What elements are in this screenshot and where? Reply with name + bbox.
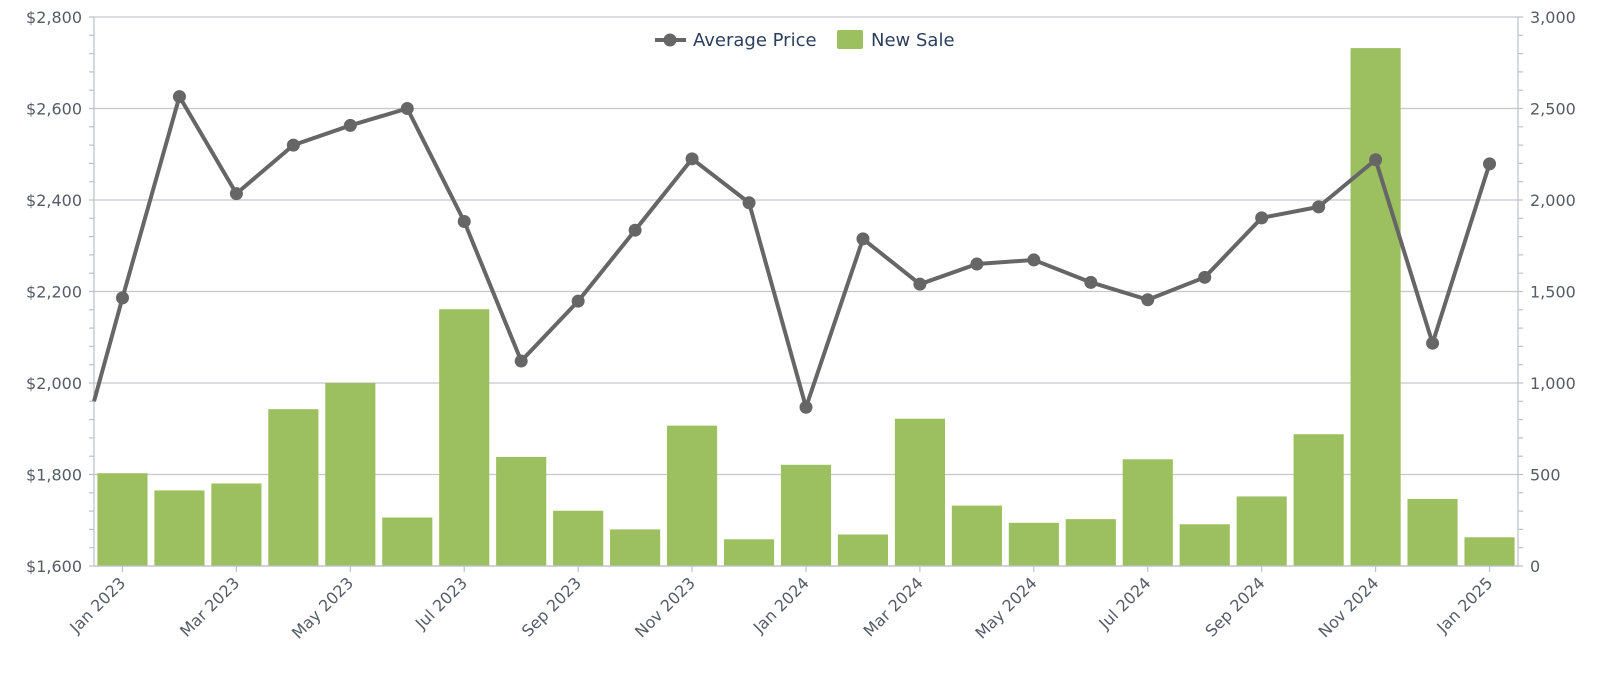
- new-sale-bar[interactable]: [97, 473, 148, 566]
- legend[interactable]: Average Price New Sale: [655, 30, 955, 51]
- x-tick-label: May 2023: [288, 573, 357, 642]
- left-tick-label: $2,200: [26, 283, 82, 302]
- right-tick-label: 3,000: [1530, 8, 1576, 27]
- left-tick-label: $2,000: [26, 374, 82, 393]
- average-price-point[interactable]: [1141, 293, 1155, 307]
- new-sale-bar[interactable]: [1065, 519, 1116, 566]
- new-sale-bar[interactable]: [894, 418, 945, 566]
- x-tick-label: Jul 2024: [1094, 573, 1154, 633]
- average-price-point[interactable]: [799, 400, 813, 414]
- x-axis-ticks: Jan 2023 Mar 2023 May 2023 Jul 2023 Sep 2023…: [65, 566, 1496, 643]
- left-tick-label: $1,800: [26, 466, 82, 485]
- average-price-point[interactable]: [1312, 200, 1326, 214]
- new-sale-bar[interactable]: [1236, 496, 1287, 566]
- x-tick-label: Nov 2024: [1315, 573, 1383, 641]
- average-price-point[interactable]: [514, 354, 528, 368]
- average-price-point[interactable]: [1483, 157, 1497, 171]
- average-price-point[interactable]: [970, 257, 984, 271]
- average-price-point[interactable]: [913, 277, 927, 291]
- legend-label-average-price: Average Price: [693, 30, 817, 51]
- average-price-line-path: [92, 94, 1492, 410]
- legend-label-new-sale: New Sale: [871, 30, 955, 51]
- new-sale-bar[interactable]: [1464, 537, 1515, 566]
- new-sale-bar[interactable]: [382, 517, 433, 566]
- average-price-point[interactable]: [115, 291, 129, 305]
- average-price-point[interactable]: [1426, 336, 1440, 350]
- new-sale-bar[interactable]: [1179, 524, 1230, 566]
- new-sale-bar[interactable]: [1407, 499, 1458, 566]
- left-tick-label: $2,600: [26, 100, 82, 119]
- new-sale-bar[interactable]: [154, 490, 205, 566]
- left-tick-label: $2,800: [26, 8, 82, 27]
- new-sale-bar[interactable]: [610, 529, 661, 566]
- x-tick-label: Nov 2023: [631, 573, 699, 641]
- average-price-point[interactable]: [1198, 270, 1212, 284]
- left-tick-label: $1,600: [26, 557, 82, 576]
- right-tick-label: 0: [1530, 557, 1540, 576]
- legend-item-average-price[interactable]: Average Price: [655, 30, 817, 51]
- right-tick-label: 2,000: [1530, 191, 1576, 210]
- average-price-point[interactable]: [286, 138, 300, 152]
- new-sale-bar[interactable]: [553, 510, 604, 566]
- new-sale-bar[interactable]: [667, 425, 718, 566]
- new-sale-bars: [97, 48, 1515, 567]
- x-tick-label: Mar 2024: [860, 573, 927, 640]
- right-tick-label: 2,500: [1530, 100, 1576, 119]
- new-sale-bar[interactable]: [439, 309, 490, 566]
- new-sale-bar[interactable]: [1350, 48, 1401, 567]
- x-tick-label: Jul 2023: [411, 573, 471, 633]
- average-price-point[interactable]: [571, 294, 585, 308]
- average-price-point[interactable]: [742, 196, 756, 210]
- new-sale-bar[interactable]: [780, 464, 832, 566]
- new-sale-bar[interactable]: [837, 534, 889, 566]
- new-sale-bar[interactable]: [1008, 522, 1059, 566]
- new-sale-bar[interactable]: [723, 539, 775, 566]
- x-tick-label: Jan 2025: [1432, 573, 1496, 637]
- left-axis-ticks: $1,600 $1,800 $2,000 $2,200 $2,400 $2,600 $2,8…: [26, 8, 82, 576]
- x-tick-label: Jan 2024: [749, 573, 813, 637]
- average-price-line: [92, 90, 1497, 414]
- x-tick-label: Sep 2024: [1201, 573, 1268, 640]
- left-tick-label: $2,400: [26, 191, 82, 210]
- average-price-point[interactable]: [1369, 153, 1383, 167]
- x-tick-label: Sep 2023: [518, 573, 585, 640]
- new-sale-bar[interactable]: [268, 409, 319, 566]
- new-sale-bar[interactable]: [325, 383, 376, 566]
- right-tick-label: 1,000: [1530, 374, 1576, 393]
- average-price-point[interactable]: [457, 215, 471, 229]
- new-sale-bar[interactable]: [1122, 459, 1173, 566]
- new-sale-bar[interactable]: [951, 505, 1002, 566]
- average-price-point[interactable]: [343, 118, 357, 132]
- average-price-point[interactable]: [172, 90, 186, 104]
- average-price-point[interactable]: [1027, 253, 1041, 267]
- x-tick-label: Jan 2023: [65, 573, 129, 637]
- average-price-point[interactable]: [1084, 275, 1098, 289]
- average-price-point[interactable]: [628, 223, 642, 237]
- right-tick-label: 1,500: [1530, 283, 1576, 302]
- average-price-point[interactable]: [856, 232, 870, 246]
- legend-item-new-sale[interactable]: New Sale: [837, 30, 955, 51]
- average-price-point[interactable]: [400, 102, 414, 115]
- new-sale-bar[interactable]: [211, 483, 262, 566]
- average-price-point[interactable]: [685, 152, 699, 166]
- x-tick-label: Mar 2023: [176, 573, 243, 640]
- new-sale-bar[interactable]: [1293, 434, 1344, 566]
- average-price-point[interactable]: [1255, 211, 1269, 225]
- right-tick-label: 500: [1530, 466, 1561, 485]
- average-price-point[interactable]: [229, 187, 243, 201]
- right-axis-ticks: 0 500 1,000 1,500 2,000 2,500 3,000: [1530, 8, 1576, 576]
- x-tick-label: May 2024: [971, 573, 1040, 642]
- new-sale-bar[interactable]: [496, 456, 547, 566]
